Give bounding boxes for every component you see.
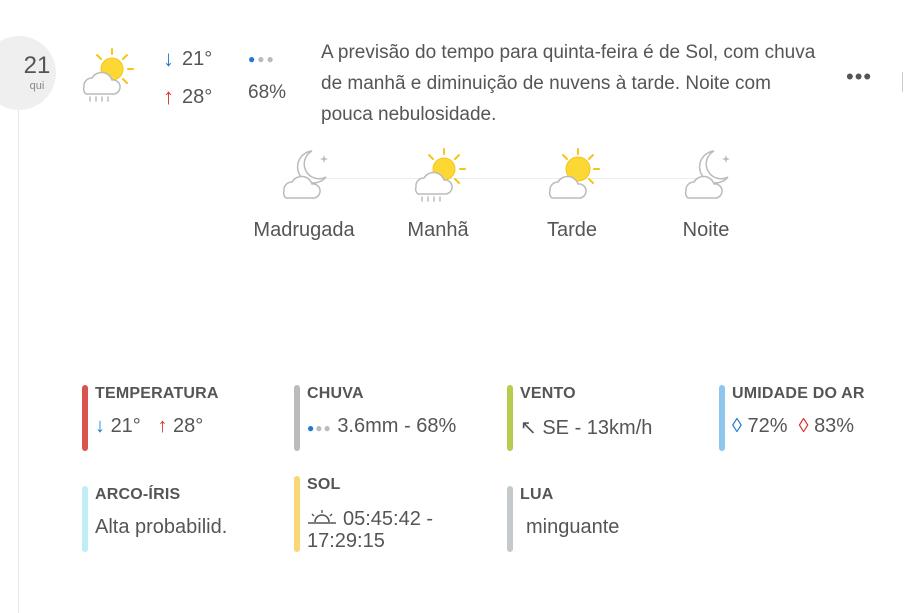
more-options-button[interactable]: ••• <box>846 64 873 89</box>
rain-drops-icon: ●●● <box>248 52 276 66</box>
stat-vento: VENTO ↖ SE - 13km/h <box>507 385 653 451</box>
stat-title: ARCO-ÍRIS <box>95 486 181 503</box>
chuva-color-bar <box>294 385 300 451</box>
lua-color-bar <box>507 486 513 552</box>
wind-direction-icon: ↖ <box>520 417 537 439</box>
temperatura-max: 28° <box>173 415 204 437</box>
sol-color-bar <box>294 476 300 552</box>
stat-title: SOL <box>307 476 341 493</box>
sun-cloud-icon <box>548 148 600 199</box>
stat-chuva: CHUVA ●●● 3.6mm - 68% <box>294 385 457 451</box>
stat-umidade: UMIDADE DO AR ◊ 72% ◊ 83% <box>719 385 865 451</box>
vento-color-bar <box>507 385 513 451</box>
temperatura-color-bar <box>82 385 88 451</box>
vento-value: SE - 13km/h <box>542 417 653 439</box>
period-manha: Manhã <box>383 147 493 242</box>
date-badge: 21 qui <box>0 36 56 110</box>
stat-title: VENTO <box>520 385 576 402</box>
arrow-up-icon: ↑ <box>157 415 168 437</box>
scroll-edge <box>902 72 905 92</box>
arco-iris-value: Alta probabilid. <box>95 516 228 538</box>
forecast-description: A previsão do tempo para quinta-feira é … <box>321 42 816 125</box>
chuva-value: 3.6mm - 68% <box>337 415 457 437</box>
stat-lua: LUA minguante <box>507 486 620 552</box>
max-temp: ↑ 28° <box>163 84 213 109</box>
umidade-max: 83% <box>814 415 855 437</box>
period-label: Tarde <box>546 219 598 241</box>
sun-cloud-rain-icon <box>82 48 134 102</box>
stat-title: TEMPERATURA <box>95 385 219 402</box>
stat-sol: SOL 05:45:42 - 17:29:15 <box>294 476 467 552</box>
period-noite: Noite <box>651 147 761 242</box>
drop-blue-icon: ◊ <box>732 415 742 437</box>
min-temp: ↓ 21° <box>163 46 213 71</box>
rain-probability: 68% <box>248 82 287 103</box>
moon-cloud-icon <box>282 150 328 199</box>
stat-arco-iris: ARCO-ÍRIS Alta probabilid. <box>82 486 228 552</box>
sol-value: 05:45:42 - 17:29:15 <box>307 508 434 552</box>
stat-title: UMIDADE DO AR <box>732 385 865 402</box>
umidade-min: 72% <box>747 415 788 437</box>
lua-value: minguante <box>526 516 620 538</box>
sunrise-icon <box>308 510 336 524</box>
period-label: Manhã <box>407 219 469 241</box>
periods-connector <box>300 178 710 179</box>
period-tarde: Tarde <box>517 147 627 242</box>
period-label: Noite <box>682 219 730 241</box>
rain-drops-icon: ●●● <box>307 421 332 435</box>
stat-title: CHUVA <box>307 385 364 402</box>
arrow-down-icon: ↓ <box>95 415 105 437</box>
umidade-color-bar <box>719 385 725 451</box>
period-madrugada: Madrugada <box>249 147 359 242</box>
drop-red-icon: ◊ <box>798 415 809 437</box>
period-label: Madrugada <box>253 219 355 241</box>
stat-title: LUA <box>520 486 554 503</box>
arrow-down-icon: ↓ <box>163 46 174 71</box>
arrow-up-icon: ↑ <box>163 84 174 109</box>
stat-temperatura: TEMPERATURA ↓ 21° ↑ 28° <box>82 385 219 451</box>
moon-cloud-icon <box>684 150 730 199</box>
temperatura-min: 21° <box>110 415 141 437</box>
arco-iris-color-bar <box>82 486 88 552</box>
left-divider <box>18 100 19 613</box>
sun-cloud-rain-icon <box>414 148 466 202</box>
day-weekday: qui <box>29 80 45 92</box>
day-number: 21 <box>23 52 51 79</box>
